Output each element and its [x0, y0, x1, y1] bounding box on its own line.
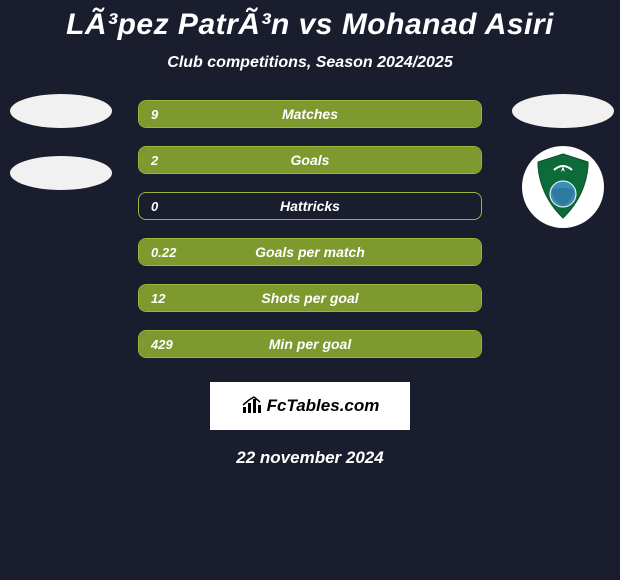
player-badge-left-1: [10, 94, 112, 128]
stat-label: Goals per match: [255, 244, 365, 260]
stats-area: 9 Matches 2 Goals 0 Hattricks 0.22 Goals per ma…: [0, 100, 620, 358]
stat-label: Shots per goal: [261, 290, 358, 306]
date-text: 22 november 2024: [0, 448, 620, 468]
stat-value: 12: [139, 291, 199, 306]
stat-label: Min per goal: [269, 336, 351, 352]
stat-label: Hattricks: [280, 198, 340, 214]
player-badge-right-1: [512, 94, 614, 128]
stat-row: 2 Goals: [138, 146, 482, 174]
stat-value: 2: [139, 153, 199, 168]
stat-value: 9: [139, 107, 199, 122]
comparison-card: LÃ³pez PatrÃ³n vs Mohanad Asiri Club com…: [0, 0, 620, 468]
stat-value: 0.22: [139, 245, 199, 260]
player-badge-left-2: [10, 156, 112, 190]
shield-icon: [532, 152, 594, 222]
stat-value: 429: [139, 337, 199, 352]
stat-row: 9 Matches: [138, 100, 482, 128]
stat-row: 0.22 Goals per match: [138, 238, 482, 266]
page-title: LÃ³pez PatrÃ³n vs Mohanad Asiri: [0, 8, 620, 42]
stat-label: Matches: [282, 106, 338, 122]
left-badges-column: [10, 94, 112, 190]
stat-row: 0 Hattricks: [138, 192, 482, 220]
subtitle: Club competitions, Season 2024/2025: [0, 54, 620, 72]
brand-text: FcTables.com: [267, 396, 380, 416]
club-logo-right: [522, 146, 604, 228]
stat-label: Goals: [291, 152, 330, 168]
chart-icon: [241, 395, 263, 417]
stat-row: 12 Shots per goal: [138, 284, 482, 312]
right-badges-column: [512, 94, 614, 228]
stat-row: 429 Min per goal: [138, 330, 482, 358]
brand-badge: FcTables.com: [210, 382, 410, 430]
stat-value: 0: [139, 199, 199, 214]
stat-rows: 9 Matches 2 Goals 0 Hattricks 0.22 Goals per ma…: [138, 100, 482, 358]
